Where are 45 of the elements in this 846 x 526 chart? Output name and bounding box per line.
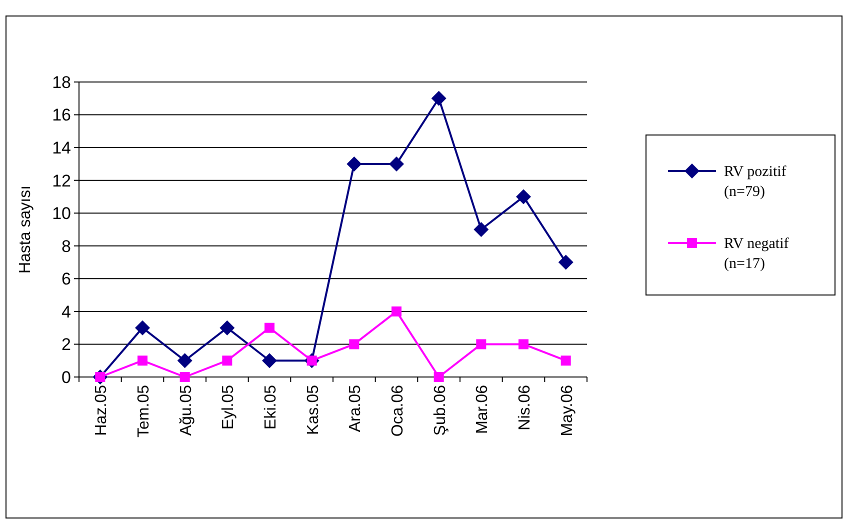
point (262, 353, 277, 368)
point (222, 356, 232, 366)
point (346, 156, 362, 172)
point (476, 339, 486, 350)
y-axis-title: Hasta sayısı (17, 185, 34, 274)
point (434, 372, 444, 382)
x-tick-label: Eki.05 (262, 384, 280, 430)
point (177, 353, 192, 368)
point (220, 320, 235, 336)
y-tick-label: 0 (62, 368, 71, 387)
point (431, 90, 446, 106)
point (389, 156, 404, 172)
y-tick-label: 18 (52, 72, 71, 92)
point (264, 322, 274, 333)
point (138, 356, 148, 366)
point (392, 306, 402, 316)
point (474, 222, 489, 237)
x-tick-label: Tem.05 (136, 384, 152, 438)
legend-label: RV negatif (n=17) (724, 236, 789, 272)
x-tick-label: Nis.06 (516, 384, 534, 430)
legend-label: RV pozitif (n=79) (724, 164, 786, 200)
point (558, 254, 574, 270)
x-tick-label: Mar.06 (474, 384, 492, 434)
y-tick-label: 12 (52, 171, 71, 190)
x-tick-label: Kas.05 (304, 384, 322, 435)
point (180, 372, 190, 382)
x-tick-label: Ara.05 (347, 384, 364, 432)
point (135, 320, 150, 336)
x-tick-label: May.06 (558, 384, 576, 436)
y-tick-label: 10 (52, 204, 71, 224)
y-tick-label: 2 (62, 335, 71, 354)
y-tick-label: 8 (62, 236, 71, 256)
x-tick-label: Ağu.05 (178, 384, 195, 436)
y-tick-label: 16 (52, 106, 71, 125)
y-tick-label: 6 (62, 270, 71, 289)
y-tick-label: 4 (62, 302, 71, 322)
y-tick-label: 14 (52, 138, 71, 158)
point (349, 339, 360, 350)
point (560, 356, 571, 366)
point (516, 189, 531, 204)
x-tick-label: Oca.06 (390, 384, 406, 437)
x-tick-label: Eyl.05 (220, 384, 238, 430)
x-tick-label: Şub.06 (432, 384, 449, 436)
x-tick-label: Haz.05 (93, 384, 110, 436)
point (518, 339, 528, 350)
